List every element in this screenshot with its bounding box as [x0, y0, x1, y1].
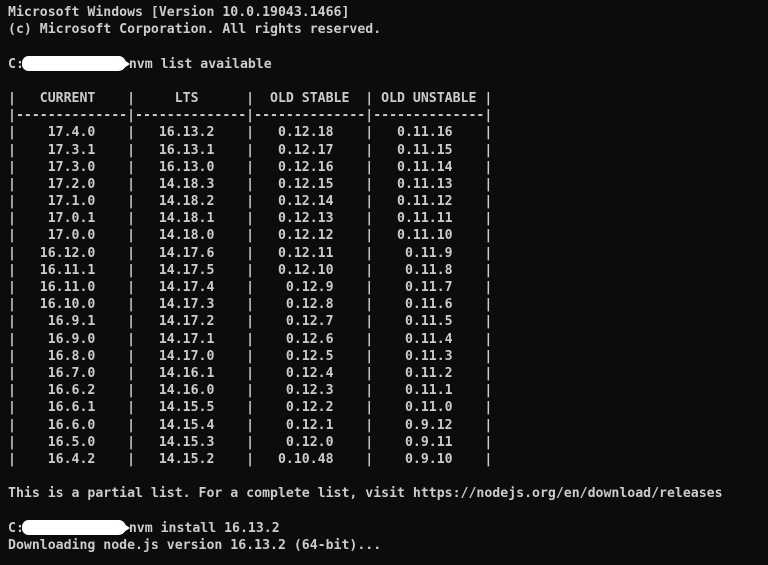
- copyright-line: (c) Microsoft Corporation. All rights re…: [8, 22, 382, 38]
- table-row: | 17.0.1 | 14.18.1 | 0.12.13 | 0.11.11 |: [8, 211, 493, 227]
- table-row: | 16.11.1 | 14.17.5 | 0.12.10 | 0.11.8 |: [8, 262, 493, 278]
- table-row: | 16.4.2 | 14.15.2 | 0.10.48 | 0.9.10 |: [8, 451, 493, 467]
- redacted-path-scribble: [21, 519, 130, 535]
- table-row: | 16.9.0 | 14.17.1 | 0.12.6 | 0.11.4 |: [8, 331, 493, 347]
- prompt-command-install: >nvm install 16.13.2: [120, 520, 280, 536]
- table-row: | 16.9.1 | 14.17.2 | 0.12.7 | 0.11.5 |: [8, 314, 493, 330]
- table-row: | 16.12.0 | 14.17.6 | 0.12.11 | 0.11.9 |: [8, 245, 493, 261]
- table-row: | 17.1.0 | 14.18.2 | 0.12.14 | 0.11.12 |: [8, 194, 493, 210]
- table-row: | 17.2.0 | 14.18.3 | 0.12.15 | 0.11.13 |: [8, 176, 493, 192]
- table-row: | 16.6.1 | 14.15.5 | 0.12.2 | 0.11.0 |: [8, 400, 493, 416]
- table-row: | 17.3.0 | 16.13.0 | 0.12.16 | 0.11.14 |: [8, 159, 493, 175]
- blank-line: [8, 468, 768, 485]
- table-row: | 16.6.2 | 14.16.0 | 0.12.3 | 0.11.1 |: [8, 383, 493, 399]
- blank-line: [8, 502, 768, 519]
- table-row: | 16.6.0 | 14.15.4 | 0.12.1 | 0.9.12 |: [8, 417, 493, 433]
- table-row: | 16.11.0 | 14.17.4 | 0.12.9 | 0.11.7 |: [8, 280, 493, 295]
- prompt-drive: C:: [8, 56, 24, 72]
- table-row: | 17.0.0 | 14.18.0 | 0.12.12 | 0.11.10 |: [8, 228, 493, 244]
- partial-list-note: This is a partial list. For a complete l…: [8, 486, 723, 502]
- table-row: | 16.10.0 | 14.17.3 | 0.12.8 | 0.11.6 |: [8, 297, 493, 313]
- table-row: | 16.5.0 | 14.15.3 | 0.12.0 | 0.9.11 |: [8, 434, 493, 450]
- table-row: | 16.8.0 | 14.17.0 | 0.12.5 | 0.11.3 |: [8, 348, 493, 364]
- prompt-drive: C:: [8, 520, 24, 536]
- nvm-version-table: | CURRENT | LTS | OLD STABLE | OLD UNSTA…: [8, 90, 768, 468]
- table-header-line: | CURRENT | LTS | OLD STABLE | OLD UNSTA…: [8, 90, 493, 106]
- table-row: | 17.4.0 | 16.13.2 | 0.12.18 | 0.11.16 |: [8, 125, 493, 141]
- prompt-line-2: C: >nvm install 16.13.2: [8, 519, 768, 537]
- table-separator-line: |--------------|--------------|---------…: [8, 108, 493, 124]
- blank-line: [8, 73, 768, 90]
- table-row: | 17.3.1 | 16.13.1 | 0.12.17 | 0.11.15 |: [8, 142, 493, 158]
- blank-line: [8, 38, 768, 55]
- os-version-line: Microsoft Windows [Version 10.0.19043.14…: [8, 5, 350, 20]
- prompt-line-1: C: >nvm list available: [8, 55, 768, 73]
- prompt-command-list: >nvm list available: [120, 56, 272, 72]
- download-status-line: Downloading node.js version 16.13.2 (64-…: [8, 537, 382, 553]
- redacted-path-scribble: [21, 55, 130, 71]
- table-row: | 16.7.0 | 14.16.1 | 0.12.4 | 0.11.2 |: [8, 365, 493, 381]
